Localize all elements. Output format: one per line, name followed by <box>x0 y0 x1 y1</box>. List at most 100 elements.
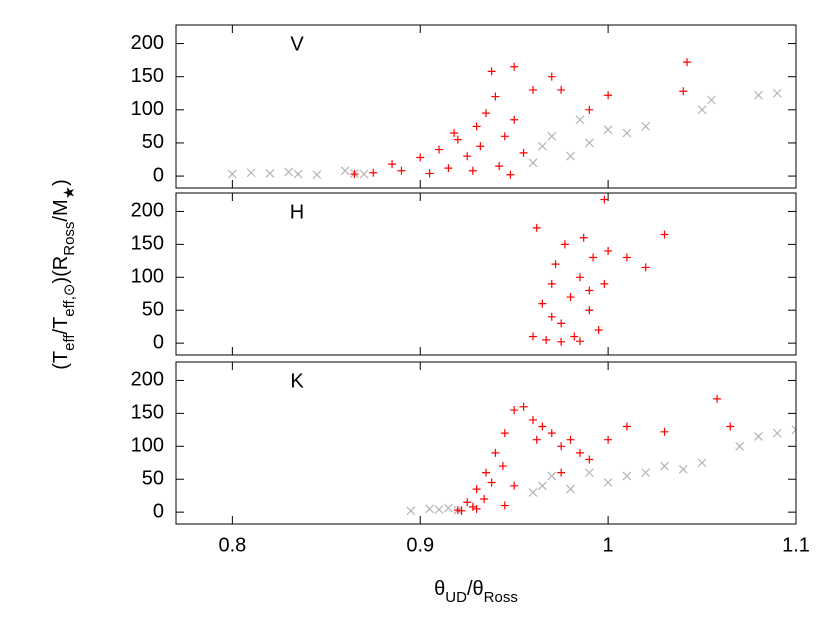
point <box>726 422 735 431</box>
point <box>532 223 541 232</box>
point <box>679 87 688 96</box>
panel-label: H <box>290 201 304 223</box>
y-tick-label: 50 <box>142 131 164 153</box>
label-part: /θ <box>467 578 484 600</box>
point <box>566 435 575 444</box>
x-tick-label: 0.8 <box>218 534 246 556</box>
point <box>697 458 707 468</box>
y-tick-label: 200 <box>131 369 164 391</box>
point <box>585 286 594 295</box>
point <box>444 164 453 173</box>
point <box>416 153 425 162</box>
point <box>697 105 707 115</box>
point <box>472 122 481 131</box>
point <box>557 85 566 94</box>
point <box>482 109 490 118</box>
point <box>463 152 472 161</box>
x-tick-label: 0.9 <box>406 534 434 556</box>
point <box>603 478 613 487</box>
subscript: Ross <box>484 589 518 606</box>
point <box>453 135 462 144</box>
point <box>660 230 669 239</box>
point <box>487 67 496 76</box>
point <box>604 246 613 255</box>
point <box>472 485 481 494</box>
y-tick-label: 150 <box>131 233 164 255</box>
label-part: )(R <box>50 256 72 284</box>
point <box>585 455 594 464</box>
point <box>491 448 500 457</box>
point <box>510 115 519 124</box>
point <box>622 128 632 138</box>
point <box>463 498 472 507</box>
panel <box>227 58 782 180</box>
panel-label: K <box>290 370 304 392</box>
point <box>791 425 796 435</box>
x-axis-label: θUD/θRoss <box>434 578 518 606</box>
point <box>772 88 782 98</box>
point <box>600 195 609 204</box>
point <box>472 504 481 513</box>
point <box>641 468 651 478</box>
x-tick-label: 1.1 <box>782 534 810 556</box>
point <box>566 151 575 161</box>
panel-label: V <box>290 33 304 55</box>
point <box>579 233 588 242</box>
point <box>227 169 237 179</box>
point <box>495 162 504 171</box>
point <box>584 468 594 478</box>
point <box>575 448 584 457</box>
point <box>537 141 547 151</box>
point <box>585 306 594 315</box>
point <box>519 148 528 157</box>
panel <box>528 195 669 346</box>
y-tick-label: 200 <box>131 32 164 54</box>
label-part: /T <box>50 317 72 335</box>
label-part: θ <box>434 578 445 600</box>
frame <box>175 192 797 356</box>
point <box>450 129 459 138</box>
point <box>359 169 369 179</box>
point <box>547 429 556 438</box>
label-part: ) <box>50 179 72 186</box>
plot-area <box>528 195 669 346</box>
point <box>575 115 585 125</box>
point <box>557 468 566 477</box>
point <box>528 332 537 341</box>
frame <box>175 24 797 189</box>
y-tick-label: 150 <box>131 402 164 424</box>
point <box>487 478 496 487</box>
point <box>500 429 509 438</box>
point <box>528 415 537 424</box>
point <box>265 168 275 178</box>
point <box>532 435 541 444</box>
point <box>528 158 538 168</box>
point <box>557 442 566 451</box>
plot-area <box>406 394 796 516</box>
point <box>735 441 745 451</box>
point <box>566 293 575 302</box>
subscript: eff <box>61 334 78 351</box>
point <box>547 312 556 321</box>
point <box>506 170 515 179</box>
point <box>547 131 557 141</box>
point <box>641 263 650 272</box>
point <box>604 91 613 100</box>
point <box>557 319 566 328</box>
x-tick-label: 1 <box>603 534 614 556</box>
point <box>468 166 477 175</box>
point <box>369 168 378 177</box>
point <box>293 169 303 179</box>
y-tick-label: 0 <box>153 500 164 522</box>
y-tick-label: 50 <box>142 299 164 321</box>
point <box>570 332 579 341</box>
label-part: /M <box>50 199 72 221</box>
point <box>500 132 509 141</box>
frame <box>175 361 797 525</box>
point <box>468 502 477 511</box>
y-axis-label: (Teff/Teff,⊙)(RRoss/M★) <box>50 179 78 370</box>
point <box>660 427 669 436</box>
y-tick-label: 150 <box>131 65 164 87</box>
point <box>406 506 416 516</box>
